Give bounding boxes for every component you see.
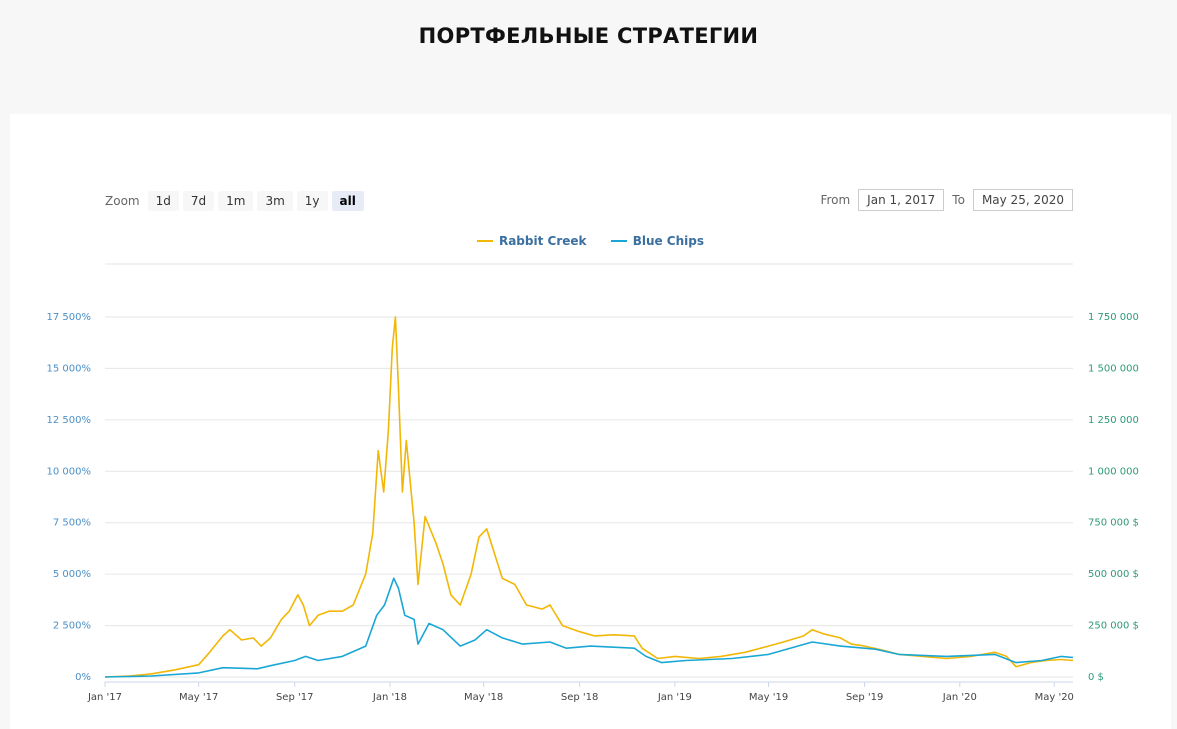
y-left-tick-label: 7 500% bbox=[53, 518, 91, 529]
zoom-label: Zoom bbox=[105, 194, 140, 208]
y-left-tick-label: 17 500% bbox=[47, 312, 92, 323]
legend-swatch-blue-chips bbox=[610, 240, 627, 242]
y-right-tick-label: 1 500 000 bbox=[1088, 363, 1139, 374]
y-right-tick-label: 750 000 $ bbox=[1088, 518, 1139, 529]
zoom-7d-button[interactable]: 7d bbox=[182, 191, 215, 211]
zoom-3m-button[interactable]: 3m bbox=[257, 191, 293, 211]
y-left-tick-label: 10 000% bbox=[47, 466, 92, 477]
performance-chart: 0% 0 $ 2 500% 250 000 $ 5 000% 500 000 $ 7 500… bbox=[47, 263, 1139, 703]
to-label: To bbox=[952, 193, 965, 207]
zoom-1m-button[interactable]: 1m bbox=[218, 191, 254, 211]
from-label: From bbox=[820, 193, 851, 207]
legend-swatch-rabbit-creek bbox=[476, 240, 493, 242]
from-date-input[interactable]: Jan 1, 2017 bbox=[858, 189, 945, 211]
x-tick-label: Jan '19 bbox=[657, 692, 692, 703]
zoom-all-button[interactable]: all bbox=[331, 191, 364, 211]
x-tick-label: May '17 bbox=[179, 692, 218, 703]
series-line-blue-chips bbox=[104, 577, 1074, 678]
to-date-input[interactable]: May 25, 2020 bbox=[972, 189, 1073, 211]
legend-label-blue-chips: Blue Chips bbox=[632, 234, 705, 248]
x-tick-label: Sep '19 bbox=[846, 692, 884, 703]
legend-label-rabbit-creek: Rabbit Creek bbox=[498, 234, 587, 248]
y-right-tick-label: 0 $ bbox=[1088, 672, 1104, 683]
x-tick-label: Jan '20 bbox=[942, 692, 977, 703]
x-tick-label: Jan '18 bbox=[372, 692, 407, 703]
zoom-controls: Zoom 1d 7d 1m 3m 1y all bbox=[105, 190, 364, 212]
page-title: ПОРТФЕЛЬНЫЕ СТРАТЕГИИ bbox=[418, 24, 759, 48]
x-tick-label: May '20 bbox=[1035, 692, 1074, 703]
y-left-tick-label: 5 000% bbox=[53, 569, 91, 580]
y-left-tick-label: 2 500% bbox=[53, 621, 91, 632]
x-tick-label: Sep '17 bbox=[276, 692, 314, 703]
y-right-tick-label: 250 000 $ bbox=[1088, 621, 1139, 632]
date-range: From Jan 1, 2017 To May 25, 2020 bbox=[820, 189, 1073, 211]
y-right-tick-label: 1 750 000 bbox=[1088, 312, 1139, 323]
legend-item-rabbit-creek[interactable]: Rabbit Creek bbox=[476, 234, 587, 248]
legend-item-blue-chips[interactable]: Blue Chips bbox=[610, 234, 705, 248]
x-tick-label: May '18 bbox=[464, 692, 503, 703]
chart-legend: Rabbit Creek Blue Chips bbox=[10, 231, 1171, 248]
x-tick-label: May '19 bbox=[749, 692, 788, 703]
chart-card: Zoom 1d 7d 1m 3m 1y all From Jan 1, 2017… bbox=[10, 114, 1171, 729]
y-right-tick-label: 500 000 $ bbox=[1088, 569, 1139, 580]
y-right-tick-label: 1 000 000 bbox=[1088, 466, 1139, 477]
x-tick-label: Jan '17 bbox=[87, 692, 122, 703]
y-left-tick-label: 15 000% bbox=[47, 363, 92, 374]
series-line-rabbit-creek bbox=[104, 316, 1074, 678]
y-right-tick-label: 1 250 000 bbox=[1088, 415, 1139, 426]
y-left-tick-label: 0% bbox=[75, 672, 91, 683]
zoom-1y-button[interactable]: 1y bbox=[296, 191, 328, 211]
x-tick-label: Sep '18 bbox=[561, 692, 599, 703]
y-left-tick-label: 12 500% bbox=[47, 415, 92, 426]
zoom-1d-button[interactable]: 1d bbox=[147, 191, 179, 211]
